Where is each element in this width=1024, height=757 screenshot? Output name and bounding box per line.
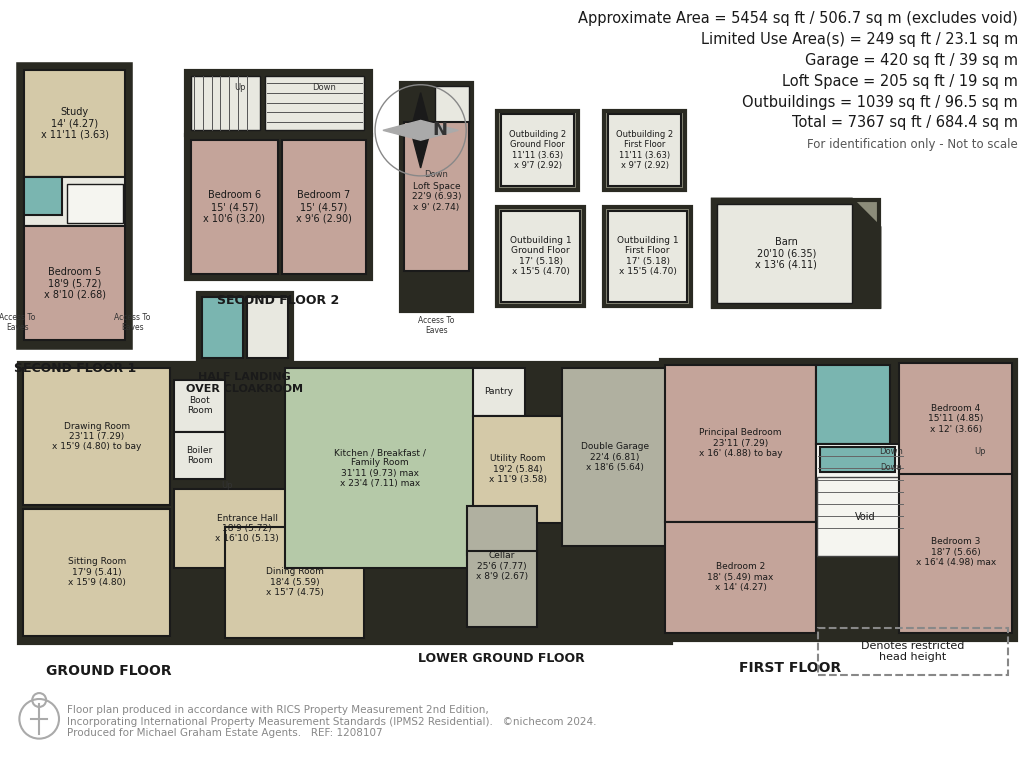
- Bar: [497, 111, 579, 190]
- Text: Approximate Area = 5454 sq ft / 506.7 sq m (excludes void): Approximate Area = 5454 sq ft / 506.7 sq…: [579, 11, 1018, 26]
- Bar: [604, 207, 691, 306]
- Bar: [818, 628, 1009, 675]
- Bar: [562, 368, 668, 547]
- Bar: [463, 502, 541, 631]
- Text: SECOND FLOOR 1: SECOND FLOOR 1: [13, 362, 136, 375]
- Text: HALF LANDING
OVER CLOAKROOM: HALF LANDING OVER CLOAKROOM: [186, 372, 303, 394]
- Text: N: N: [432, 121, 447, 139]
- Bar: [435, 86, 469, 123]
- Text: Boiler
Room: Boiler Room: [186, 446, 213, 465]
- Text: Loft Space
22'9 (6.93)
x 9' (2.74): Loft Space 22'9 (6.93) x 9' (2.74): [412, 182, 461, 212]
- Bar: [24, 509, 170, 636]
- Bar: [185, 71, 371, 136]
- Bar: [67, 184, 124, 223]
- Text: Bedroom 7
15' (4.57)
x 9'6 (2.90): Bedroom 7 15' (4.57) x 9'6 (2.90): [296, 191, 352, 224]
- Text: Garage = 420 sq ft / 39 sq m: Garage = 420 sq ft / 39 sq m: [805, 53, 1018, 68]
- Text: Floor plan produced in accordance with RICS Property Measurement 2nd Edition,
In: Floor plan produced in accordance with R…: [67, 705, 596, 738]
- Text: Bedroom 5
18'9 (5.72)
x 8'10 (2.68): Bedroom 5 18'9 (5.72) x 8'10 (2.68): [44, 266, 105, 300]
- Text: Bedroom 3
18'7 (5.66)
x 16'4 (4.98) max: Bedroom 3 18'7 (5.66) x 16'4 (4.98) max: [915, 537, 995, 567]
- Text: Utility Room
19'2 (5.84)
x 11'9 (3.58): Utility Room 19'2 (5.84) x 11'9 (3.58): [488, 454, 547, 484]
- Bar: [225, 527, 365, 637]
- Bar: [717, 204, 852, 303]
- Bar: [400, 83, 472, 310]
- Bar: [174, 380, 225, 431]
- Text: Drawing Room
23'11 (7.29)
x 15'9 (4.80) to bay: Drawing Room 23'11 (7.29) x 15'9 (4.80) …: [52, 422, 141, 451]
- Text: For identification only - Not to scale: For identification only - Not to scale: [807, 139, 1018, 151]
- Text: Access To
Eaves: Access To Eaves: [114, 313, 151, 332]
- Bar: [185, 136, 371, 279]
- Text: Outbuilding 2
First Floor
11'11 (3.63)
x 9'7 (2.92): Outbuilding 2 First Floor 11'11 (3.63) x…: [616, 130, 673, 170]
- Bar: [473, 368, 524, 416]
- Text: Sitting Room
17'9 (5.41)
x 15'9 (4.80): Sitting Room 17'9 (5.41) x 15'9 (4.80): [68, 557, 126, 587]
- Text: Barn
20'10 (6.35)
x 13'6 (4.11): Barn 20'10 (6.35) x 13'6 (4.11): [756, 237, 817, 269]
- Bar: [713, 200, 880, 307]
- Bar: [25, 177, 62, 214]
- Text: Bedroom 4
15'11 (4.85)
x 12' (3.66): Bedroom 4 15'11 (4.85) x 12' (3.66): [928, 403, 983, 434]
- Text: Outbuildings = 1039 sq ft / 96.5 sq m: Outbuildings = 1039 sq ft / 96.5 sq m: [742, 95, 1018, 110]
- Bar: [19, 65, 130, 347]
- Bar: [662, 360, 1016, 640]
- Text: Down: Down: [425, 170, 449, 179]
- Bar: [501, 114, 574, 185]
- Text: Pantry: Pantry: [484, 388, 513, 397]
- Polygon shape: [383, 120, 459, 140]
- Bar: [265, 76, 365, 130]
- Bar: [198, 293, 292, 362]
- Bar: [666, 522, 816, 633]
- Bar: [24, 368, 170, 505]
- Text: Loft Space = 205 sq ft / 19 sq m: Loft Space = 205 sq ft / 19 sq m: [782, 74, 1018, 89]
- Text: Up: Up: [221, 481, 233, 491]
- Bar: [467, 506, 537, 556]
- Text: FIRST FLOOR: FIRST FLOOR: [739, 662, 842, 675]
- Text: Down: Down: [880, 447, 903, 456]
- Bar: [174, 489, 321, 569]
- Text: Study
14' (4.27)
x 11'11 (3.63): Study 14' (4.27) x 11'11 (3.63): [41, 107, 109, 140]
- Bar: [816, 365, 890, 444]
- Bar: [817, 477, 913, 556]
- Text: GROUND FLOOR: GROUND FLOOR: [46, 665, 171, 678]
- Bar: [608, 210, 687, 302]
- Bar: [666, 365, 816, 522]
- Text: Access To
Eaves: Access To Eaves: [418, 316, 455, 335]
- Bar: [608, 114, 681, 185]
- Text: Boot
Room: Boot Room: [186, 396, 213, 416]
- Bar: [25, 70, 125, 177]
- Bar: [202, 297, 244, 358]
- Text: Cellar
25'6 (7.77)
x 8'9 (2.67): Cellar 25'6 (7.77) x 8'9 (2.67): [476, 551, 528, 581]
- Text: SECOND FLOOR 2: SECOND FLOOR 2: [217, 294, 340, 307]
- Text: Outbuilding 1
Ground Floor
17' (5.18)
x 15'5 (4.70): Outbuilding 1 Ground Floor 17' (5.18) x …: [510, 236, 571, 276]
- Polygon shape: [713, 200, 880, 307]
- Bar: [501, 210, 581, 302]
- Text: LOWER GROUND FLOOR: LOWER GROUND FLOOR: [419, 653, 586, 665]
- Text: Total = 7367 sq ft / 684.4 sq m: Total = 7367 sq ft / 684.4 sq m: [792, 116, 1018, 130]
- Bar: [604, 111, 685, 190]
- Bar: [467, 551, 537, 627]
- Bar: [403, 123, 469, 271]
- Text: Bedroom 2
18' (5.49) max
x 14' (4.27): Bedroom 2 18' (5.49) max x 14' (4.27): [708, 562, 774, 592]
- Text: Double Garage
22'4 (6.81)
x 18'6 (5.64): Double Garage 22'4 (6.81) x 18'6 (5.64): [581, 442, 649, 472]
- Bar: [247, 297, 288, 358]
- Bar: [282, 140, 367, 274]
- Bar: [816, 444, 905, 544]
- Bar: [19, 363, 672, 643]
- Bar: [285, 368, 475, 569]
- Text: Down: Down: [881, 463, 902, 472]
- Text: Limited Use Area(s) = 249 sq ft / 23.1 sq m: Limited Use Area(s) = 249 sq ft / 23.1 s…: [700, 33, 1018, 47]
- Text: Dining Room
18'4 (5.59)
x 15'7 (4.75): Dining Room 18'4 (5.59) x 15'7 (4.75): [266, 567, 324, 597]
- Bar: [190, 140, 278, 274]
- Text: Kitchen / Breakfast /
Family Room
31'11 (9.73) max
x 23'4 (7.11) max: Kitchen / Breakfast / Family Room 31'11 …: [334, 448, 426, 488]
- Bar: [25, 177, 125, 226]
- Text: Down: Down: [312, 83, 337, 92]
- Text: Denotes restricted
head height: Denotes restricted head height: [861, 640, 965, 662]
- Text: Entrance Hall
18'9 (5.72)
x 16'10 (5.13): Entrance Hall 18'9 (5.72) x 16'10 (5.13): [215, 514, 280, 544]
- Text: Outbuilding 1
First Floor
17' (5.18)
x 15'5 (4.70): Outbuilding 1 First Floor 17' (5.18) x 1…: [616, 236, 678, 276]
- Text: Up: Up: [975, 447, 986, 456]
- Bar: [25, 226, 125, 341]
- Bar: [190, 76, 260, 130]
- Bar: [820, 447, 895, 472]
- Text: Principal Bedroom
23'11 (7.29)
x 16' (4.88) to bay: Principal Bedroom 23'11 (7.29) x 16' (4.…: [698, 428, 782, 458]
- Bar: [899, 472, 1012, 633]
- Bar: [174, 431, 225, 479]
- Text: Bedroom 6
15' (4.57)
x 10'6 (3.20): Bedroom 6 15' (4.57) x 10'6 (3.20): [204, 191, 265, 224]
- Text: Void: Void: [855, 512, 876, 522]
